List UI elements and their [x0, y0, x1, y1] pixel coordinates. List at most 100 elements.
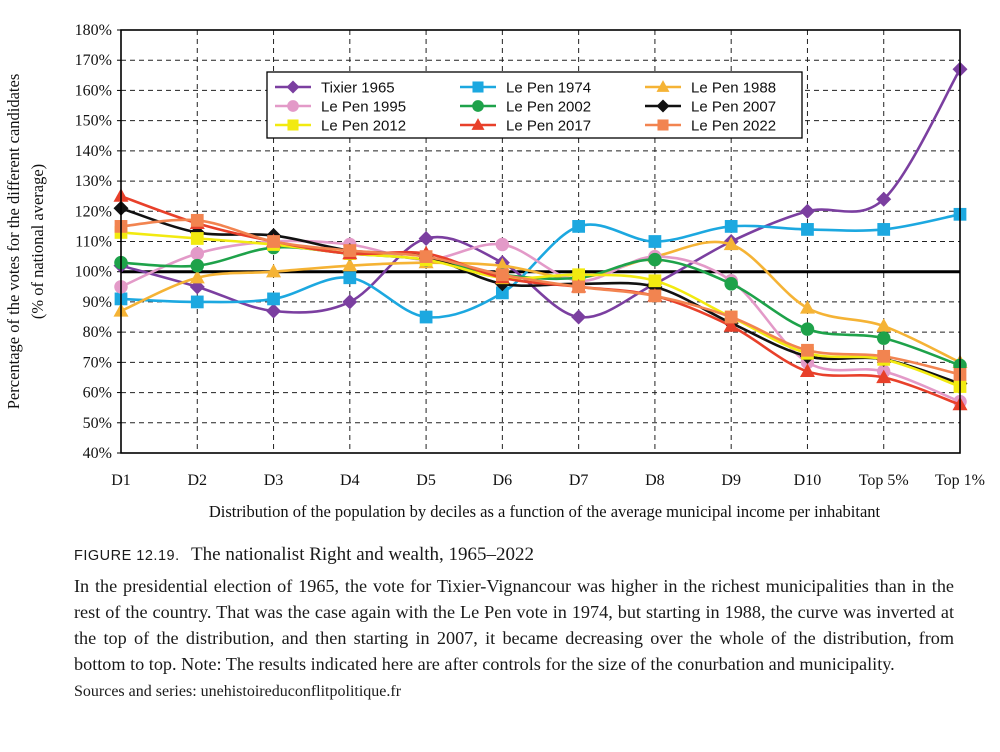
y-tick-label: 120%	[75, 203, 112, 220]
data-point	[877, 349, 891, 363]
y-axis-title: Percentage of the votes for the differen…	[4, 74, 23, 410]
legend-box	[266, 71, 803, 139]
legend-marker	[657, 119, 669, 131]
figure-heading: The nationalist Right and wealth, 1965–2…	[191, 544, 535, 565]
x-axis-title: Distribution of the population by decile…	[209, 502, 881, 521]
x-tick-label: D8	[645, 472, 665, 489]
legend-label: Le Pen 2012	[321, 118, 406, 135]
data-point	[266, 303, 282, 319]
data-point	[190, 258, 205, 273]
legend-marker	[656, 99, 670, 113]
legend-marker	[286, 80, 300, 94]
figure-sources: Sources and series: unehistoireduconflit…	[74, 683, 402, 700]
data-point	[418, 230, 434, 246]
y-tick-label: 110%	[75, 234, 112, 251]
data-point	[724, 220, 738, 233]
data-point	[190, 232, 204, 245]
line-chart: 40% 50% 60% 70% 80% 90% 100% 110% 120% 130% 140% 15…	[4, 22, 985, 521]
data-point	[801, 223, 814, 236]
figure-title: FIGURE 12.19. The nationalist Right and …	[74, 544, 954, 567]
data-point	[723, 318, 739, 332]
data-point	[572, 280, 586, 294]
data-point	[343, 244, 357, 257]
y-tick-label: 90%	[83, 294, 112, 311]
data-point	[648, 289, 662, 303]
y-tick-label: 150%	[75, 113, 112, 130]
chart: 40% 50% 60% 70% 80% 90% 100% 110% 120% 130% 140% 15…	[4, 22, 985, 521]
x-tick-label: D1	[111, 472, 131, 489]
y-tick-label: 170%	[75, 52, 112, 69]
data-point	[342, 294, 358, 310]
data-point	[876, 191, 892, 207]
legend-label: Le Pen 1988	[691, 80, 776, 97]
data-point	[419, 310, 433, 324]
data-point	[799, 300, 815, 314]
data-point	[190, 295, 204, 309]
plot-frame	[120, 29, 961, 454]
data-point	[572, 220, 586, 233]
legend-label: Le Pen 2017	[506, 118, 591, 135]
y-tick-label: 80%	[83, 324, 112, 341]
data-point	[495, 268, 509, 282]
y-tick-label: 70%	[83, 354, 112, 371]
legend-marker	[287, 119, 299, 131]
legend-label: Le Pen 1995	[321, 99, 406, 116]
data-point	[876, 331, 891, 345]
data-point	[799, 203, 815, 219]
figure-number: FIGURE 12.19.	[74, 548, 180, 564]
legend-label: Le Pen 2007	[691, 99, 776, 116]
data-point	[648, 252, 662, 267]
x-tick-label: Top 1%	[935, 472, 985, 489]
data-point	[723, 236, 739, 251]
legend-marker	[471, 118, 485, 130]
data-point	[877, 223, 891, 236]
legend-marker	[472, 100, 484, 112]
legend-marker	[472, 81, 484, 93]
legend-label: Le Pen 2022	[691, 118, 776, 135]
x-tick-label: D7	[569, 472, 589, 489]
data-point	[189, 269, 205, 284]
data-point	[190, 246, 205, 261]
data-point	[342, 257, 358, 272]
x-tick-label: D10	[794, 472, 822, 489]
y-tick-label: 40%	[83, 445, 112, 462]
data-point	[267, 235, 280, 248]
y-axis-subtitle: (% of national average)	[28, 164, 47, 319]
data-point	[267, 292, 280, 306]
data-point	[495, 286, 509, 300]
legend-marker	[287, 100, 299, 112]
data-point	[190, 213, 204, 227]
figure-caption: FIGURE 12.19. The nationalist Right and …	[74, 544, 954, 703]
data-point	[419, 250, 433, 263]
data-point	[648, 235, 662, 248]
x-tick-label: D4	[340, 472, 360, 489]
data-point	[571, 309, 587, 325]
legend-marker	[656, 80, 670, 92]
data-point	[724, 277, 738, 291]
y-tick-label: 50%	[83, 415, 112, 432]
x-tick-label: D5	[416, 472, 436, 489]
legend-label: Le Pen 2002	[506, 99, 591, 116]
data-point	[799, 363, 815, 378]
data-point	[572, 268, 586, 282]
y-tick-label: 130%	[75, 173, 112, 190]
legend-label: Tixier 1965	[321, 80, 395, 97]
data-point	[876, 369, 892, 384]
data-point	[494, 257, 510, 272]
x-tick-label: D2	[187, 472, 207, 489]
y-tick-label: 100%	[75, 264, 112, 281]
x-tick-label: Top 5%	[859, 472, 909, 489]
data-point	[266, 263, 282, 278]
y-tick-label: 60%	[83, 385, 112, 402]
x-tick-label: D9	[721, 472, 741, 489]
figure-body-text: In the presidential election of 1965, th…	[74, 576, 954, 674]
y-tick-label: 180%	[75, 22, 112, 39]
data-point	[343, 271, 357, 285]
y-tick-label: 140%	[75, 143, 112, 160]
x-tick-label: D6	[493, 472, 513, 489]
data-point	[876, 318, 892, 332]
data-point	[648, 274, 662, 288]
data-point	[800, 322, 815, 336]
data-point	[495, 237, 510, 252]
x-tick-label: D3	[264, 472, 284, 489]
